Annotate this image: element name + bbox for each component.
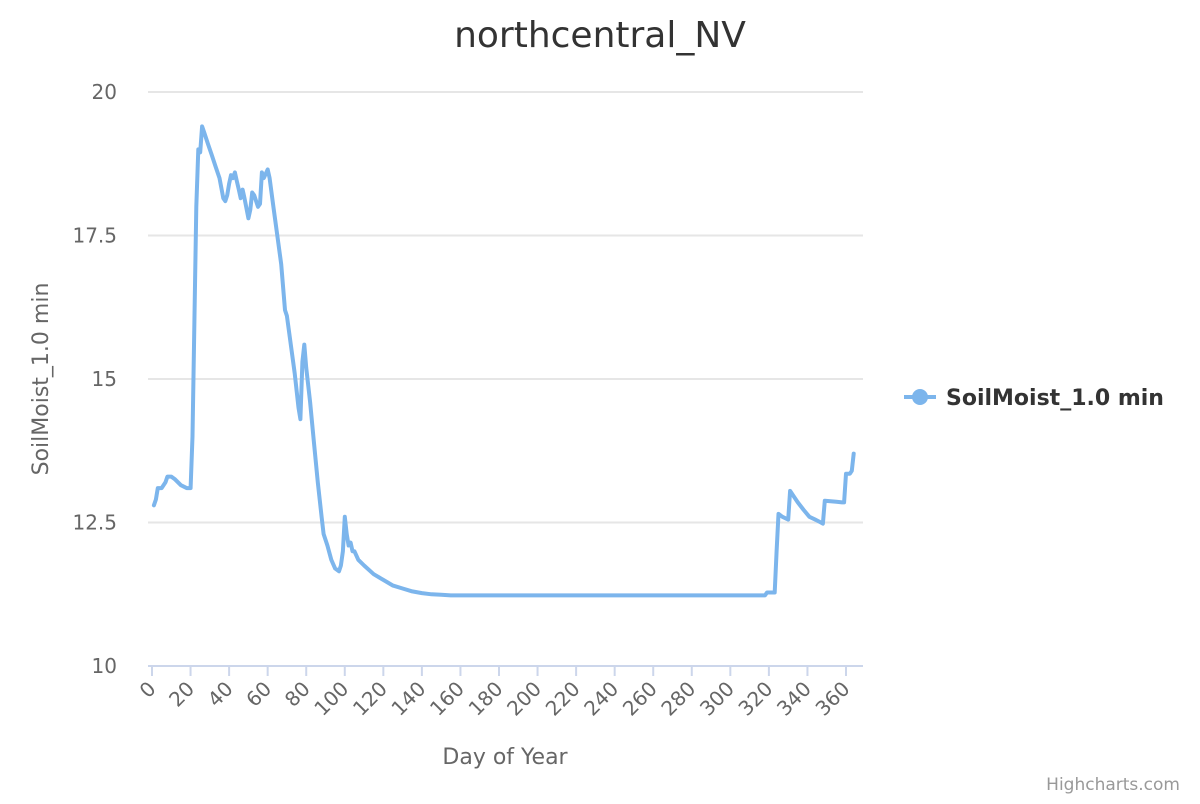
credits-link[interactable]: Highcharts.com (1046, 775, 1180, 795)
series-group (151, 124, 856, 598)
y-tick-label: 17.5 (72, 224, 117, 248)
y-tick-label: 12.5 (72, 511, 117, 535)
y-axis-title: SoilMoist_1.0 min (29, 283, 54, 476)
x-tick-label: 0 (135, 677, 161, 703)
chart-title: northcentral_NV (454, 15, 746, 56)
x-tick-label: 60 (241, 677, 276, 712)
x-tick-label: 40 (203, 677, 238, 712)
x-tick-label: 100 (309, 677, 353, 721)
x-tick-label: 180 (464, 677, 508, 721)
x-tick-label: 240 (579, 677, 623, 721)
x-tick-label: 140 (386, 677, 430, 721)
x-tick-label: 80 (280, 677, 315, 712)
legend-marker-icon (912, 389, 928, 405)
x-tick-label: 220 (541, 677, 585, 721)
y-axis-ticks: 10 12.5 15 17.5 20 (72, 80, 117, 678)
x-axis-title: Day of Year (442, 745, 568, 770)
x-tick-label: 340 (772, 677, 816, 721)
series-line[interactable] (151, 124, 856, 598)
y-tick-label: 20 (92, 80, 117, 104)
legend-item[interactable]: SoilMoist_1.0 min (904, 386, 1164, 411)
legend-label: SoilMoist_1.0 min (946, 386, 1164, 411)
x-tick-label: 280 (656, 677, 700, 721)
x-tick-label: 300 (695, 677, 739, 721)
x-axis-ticks: 0 20 40 60 801001201401601802002202402602803… (135, 666, 855, 721)
x-tick-label: 160 (425, 677, 469, 721)
x-tick-label: 260 (618, 677, 662, 721)
gridlines (148, 91, 863, 524)
x-tick-label: 360 (811, 677, 855, 721)
x-tick-label: 120 (348, 677, 392, 721)
y-tick-label: 10 (92, 654, 117, 678)
y-tick-label: 15 (92, 367, 117, 391)
x-tick-label: 20 (164, 677, 199, 712)
x-tick-label: 200 (502, 677, 546, 721)
x-tick-label: 320 (733, 677, 777, 721)
